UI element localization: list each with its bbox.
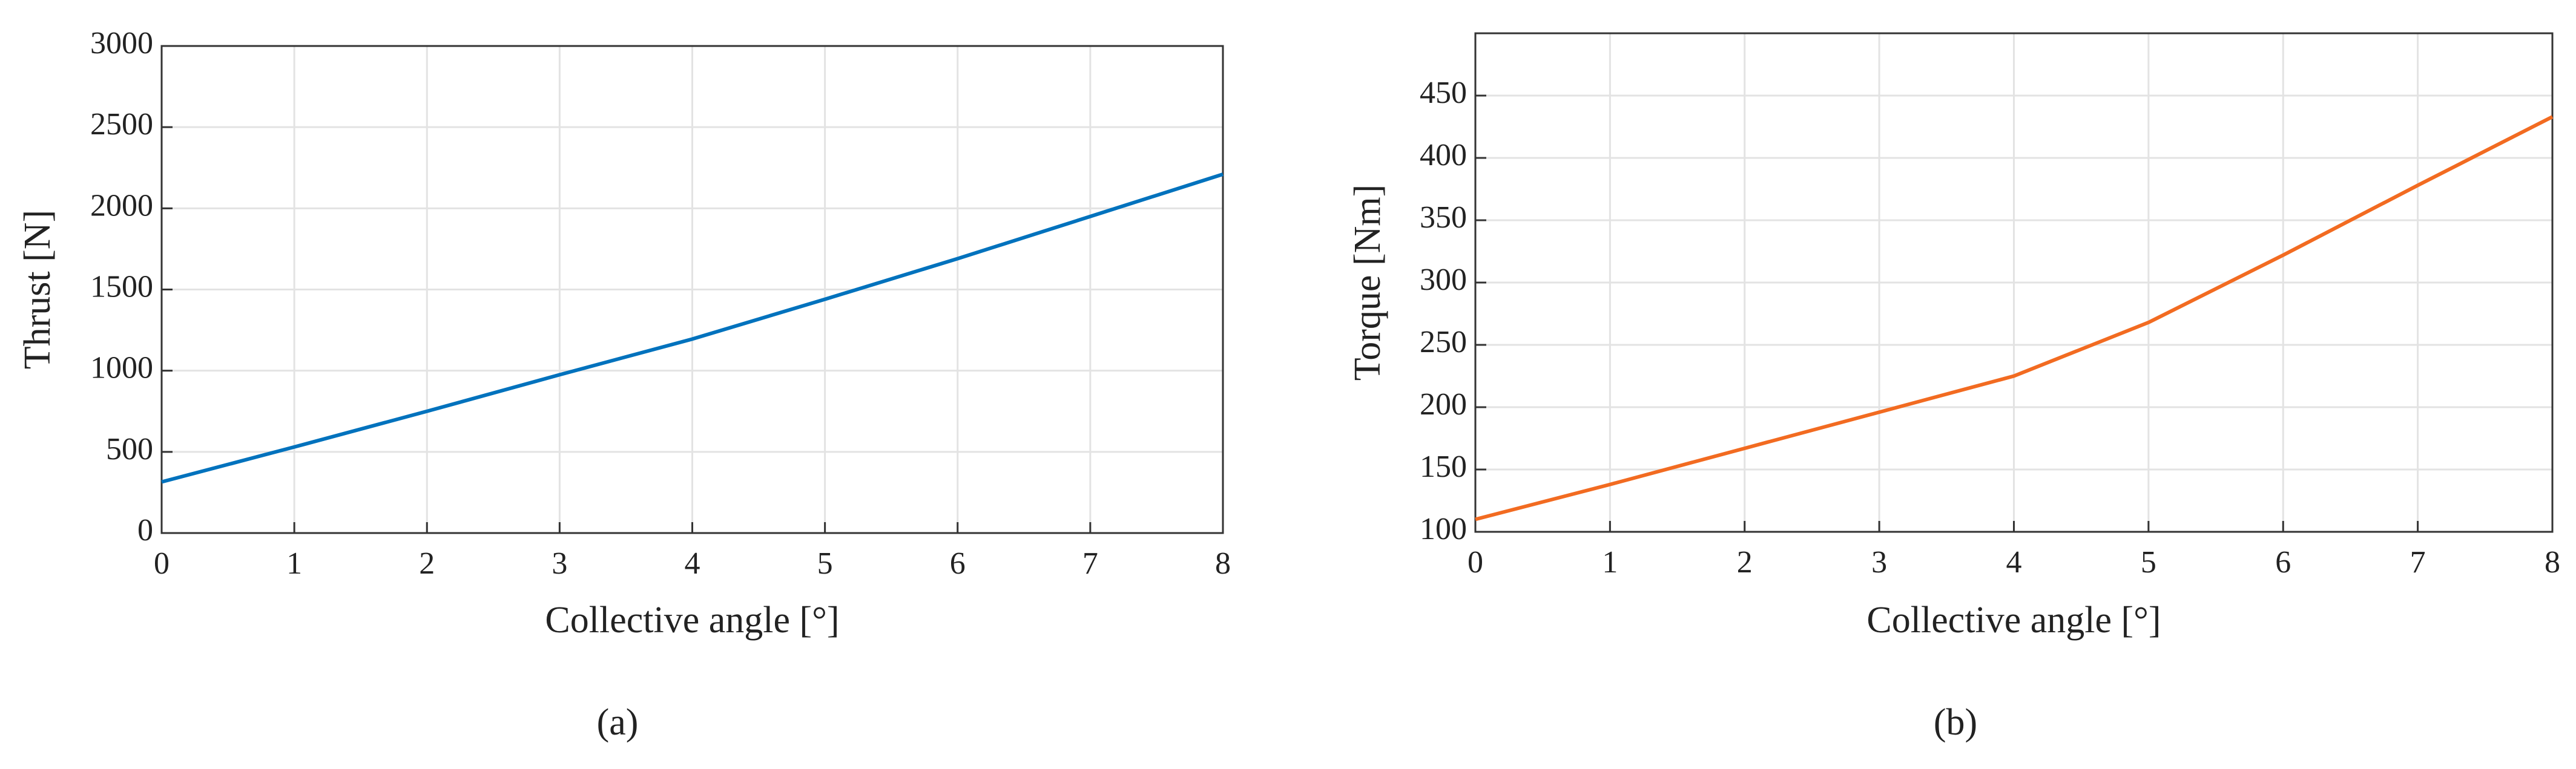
x-tick-label: 8	[1215, 546, 1231, 581]
x-tick-label: 7	[2410, 545, 2426, 580]
data-line	[1475, 115, 2554, 522]
caption: (a)	[597, 702, 639, 743]
axes-box	[1474, 32, 2554, 533]
x-tick-label: 6	[950, 546, 966, 581]
x-tick-label: 8	[2545, 545, 2560, 580]
x-tick-label: 5	[817, 546, 833, 581]
caption: (b)	[1934, 702, 1977, 743]
x-tick-label: 6	[2275, 545, 2291, 580]
x-tick-label: 7	[1082, 546, 1098, 581]
x-tick-label: 0	[154, 546, 170, 581]
x-tick-label: 2	[419, 546, 435, 581]
y-axis-label: Thrust [N]	[17, 210, 58, 369]
y-tick-label: 500	[106, 432, 153, 466]
y-tick-label: 300	[1420, 263, 1467, 297]
x-tick-label: 2	[1737, 545, 1753, 580]
y-tick-label: 0	[137, 513, 153, 548]
y-tick-label: 2000	[90, 188, 153, 223]
x-tick-label: 0	[1468, 545, 1483, 580]
x-tick-label: 4	[2006, 545, 2022, 580]
data-line	[161, 172, 1224, 484]
x-tick-label: 3	[552, 546, 567, 581]
axes-box	[160, 45, 1224, 534]
x-tick-label: 5	[2141, 545, 2156, 580]
y-tick-label: 200	[1420, 387, 1467, 422]
y-tick-label: 150	[1420, 450, 1467, 484]
y-tick-label: 1000	[90, 351, 153, 385]
y-tick-label: 450	[1420, 76, 1467, 110]
y-tick-label: 1500	[90, 269, 153, 304]
x-tick-label: 1	[286, 546, 302, 581]
y-axis-label: Torque [Nm]	[1347, 185, 1388, 381]
x-tick-label: 4	[685, 546, 700, 581]
y-tick-label: 400	[1420, 138, 1467, 172]
y-tick-label: 2500	[90, 107, 153, 142]
y-tick-label: 3000	[90, 26, 153, 61]
y-tick-label: 100	[1420, 512, 1467, 546]
x-axis-label: Collective angle [°]	[1866, 600, 2161, 641]
y-tick-label: 350	[1420, 200, 1467, 235]
x-tick-label: 3	[1871, 545, 1887, 580]
x-axis-label: Collective angle [°]	[545, 600, 839, 641]
y-tick-label: 250	[1420, 325, 1467, 359]
x-tick-label: 1	[1602, 545, 1618, 580]
